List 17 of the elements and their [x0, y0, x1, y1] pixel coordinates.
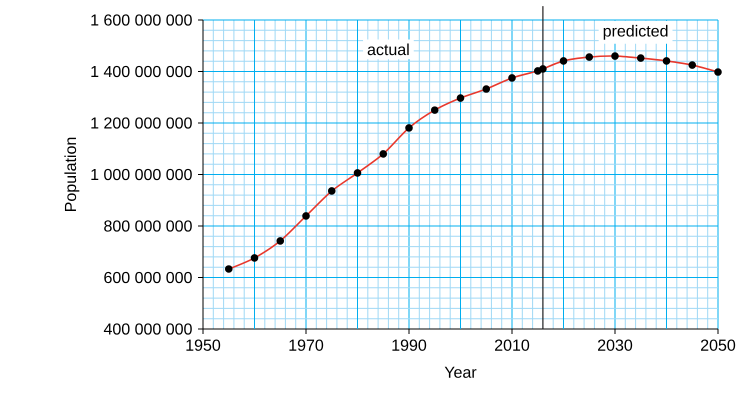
- x-tick-label: 1970: [289, 340, 324, 351]
- annotation: actual: [368, 43, 409, 56]
- y-tick-label: 1 000 000 000: [91, 168, 192, 180]
- x-tick-label: 2030: [598, 340, 632, 351]
- x-tick-label: 2010: [495, 340, 530, 351]
- x-axis-title: Year: [444, 366, 476, 378]
- y-tick-label: 1 400 000 000: [91, 66, 192, 78]
- y-axis-title: Population: [64, 138, 80, 211]
- x-tick-label: 1950: [186, 340, 220, 351]
- y-tick-label: 600 000 000: [104, 272, 192, 284]
- y-tick-label: 1 200 000 000: [91, 117, 192, 129]
- y-tick-label: 800 000 000: [104, 220, 192, 232]
- annotation: predicted: [604, 24, 668, 40]
- x-tick-label: 1990: [392, 340, 426, 351]
- y-tick-label: 400 000 000: [104, 323, 192, 335]
- x-tick-label: 2050: [701, 340, 736, 351]
- y-tick-label: 1 600 000 000: [91, 14, 192, 26]
